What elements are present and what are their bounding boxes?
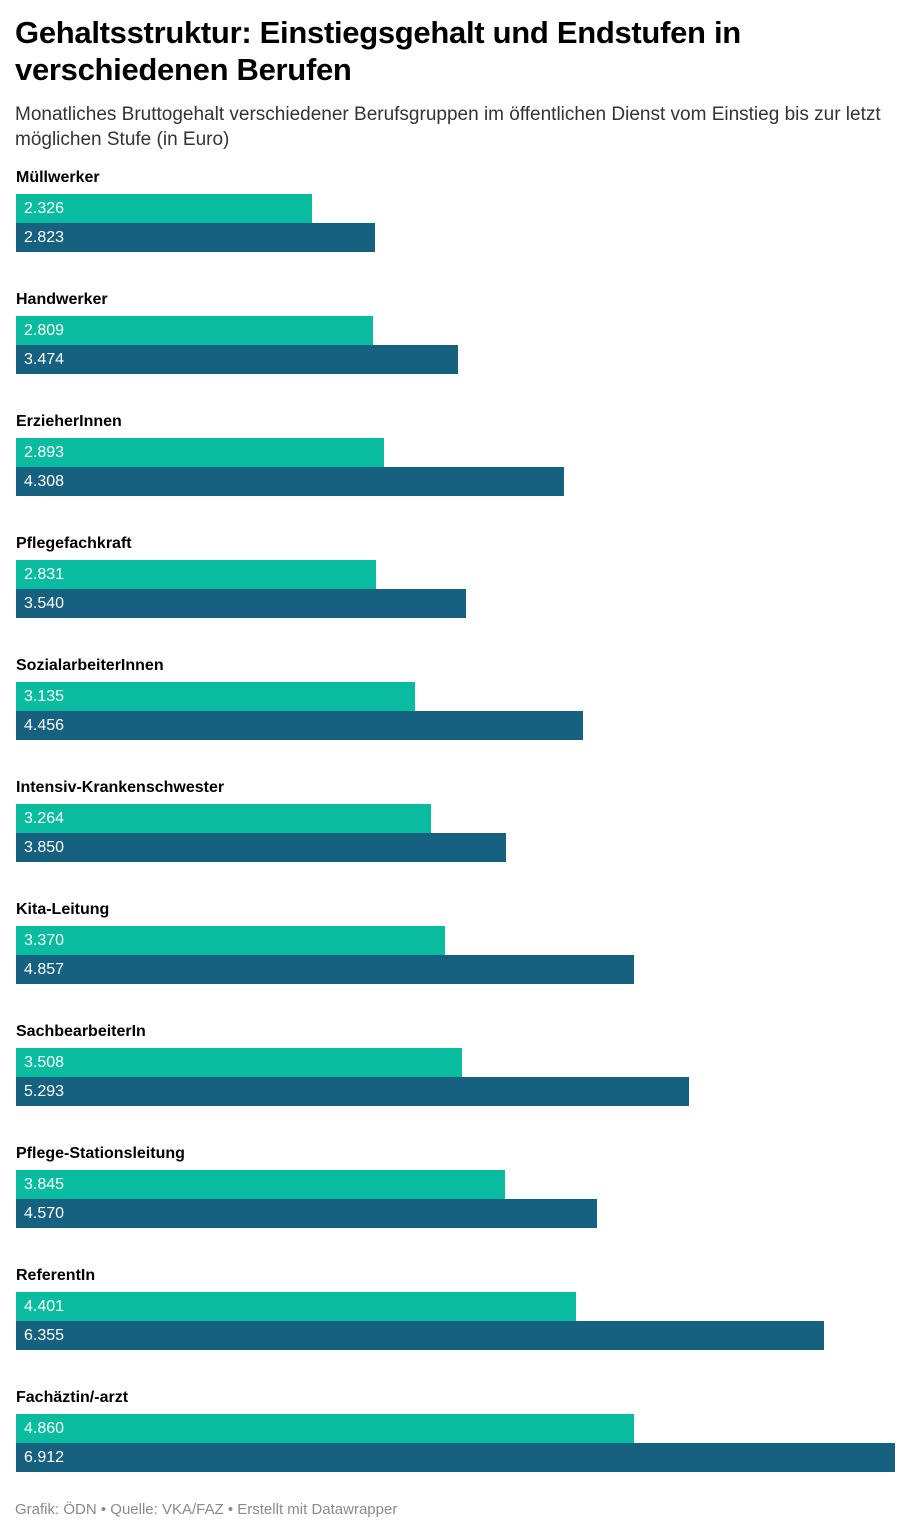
bar-start-salary: 3.135 bbox=[16, 682, 415, 711]
bar-end-salary: 4.456 bbox=[16, 711, 583, 740]
bar-end-salary: 6.912 bbox=[16, 1443, 895, 1472]
bar-value-label: 2.893 bbox=[24, 444, 65, 461]
bar-value-label: 2.831 bbox=[24, 566, 65, 583]
bar-value-label: 3.850 bbox=[24, 839, 65, 856]
footer-source: Quelle: VKA/FAZ bbox=[110, 1501, 224, 1518]
category-group: SachbearbeiterIn 3.508 5.293 bbox=[16, 1022, 896, 1122]
category-group: ErzieherInnen 2.893 4.308 bbox=[16, 412, 896, 512]
bar-end-salary: 3.474 bbox=[16, 345, 458, 374]
bar-end-salary: 2.823 bbox=[16, 223, 375, 252]
bar-start-salary: 4.860 bbox=[16, 1414, 634, 1443]
bar-value-label: 3.845 bbox=[24, 1176, 65, 1193]
footer-separator: • bbox=[223, 1501, 238, 1518]
chart-footer: Grafik: ÖDN • Quelle: VKA/FAZ • Erstellt… bbox=[15, 1501, 397, 1518]
bar-start-salary: 2.809 bbox=[16, 316, 373, 345]
category-group: Fachäztin/-arzt 4.860 6.912 bbox=[16, 1388, 896, 1488]
bar-start-salary: 2.893 bbox=[16, 438, 384, 467]
bar-start-salary: 3.264 bbox=[16, 804, 431, 833]
bar-value-label: 6.355 bbox=[24, 1327, 65, 1344]
bar-start-salary: 2.831 bbox=[16, 560, 376, 589]
bar-value-label: 4.308 bbox=[24, 473, 65, 490]
bar-end-salary: 4.570 bbox=[16, 1199, 597, 1228]
bar-end-salary: 5.293 bbox=[16, 1077, 689, 1106]
bar-value-label: 3.508 bbox=[24, 1054, 65, 1071]
bar-end-salary: 4.857 bbox=[16, 955, 634, 984]
category-label: Handwerker bbox=[16, 291, 108, 308]
bar-value-label: 2.809 bbox=[24, 322, 65, 339]
bar-value-label: 5.293 bbox=[24, 1083, 65, 1100]
category-label: Müllwerker bbox=[16, 169, 100, 186]
category-group: ReferentIn 4.401 6.355 bbox=[16, 1266, 896, 1366]
category-group: Handwerker 2.809 3.474 bbox=[16, 290, 896, 390]
category-label: Intensiv-Krankenschwester bbox=[16, 779, 225, 796]
bar-value-label: 6.912 bbox=[24, 1449, 65, 1466]
bar-value-label: 2.326 bbox=[24, 200, 65, 217]
bar-end-salary: 3.850 bbox=[16, 833, 506, 862]
category-group: Müllwerker 2.326 2.823 bbox=[16, 168, 896, 268]
bar-value-label: 4.857 bbox=[24, 961, 65, 978]
bar-value-label: 3.135 bbox=[24, 688, 65, 705]
category-label: ReferentIn bbox=[16, 1267, 96, 1284]
bar-start-salary: 2.326 bbox=[16, 194, 312, 223]
chart-title: Gehaltsstruktur: Einstiegsgehalt und End… bbox=[15, 15, 741, 87]
bar-value-label: 2.823 bbox=[24, 229, 65, 246]
bar-end-salary: 4.308 bbox=[16, 467, 564, 496]
bar-start-salary: 3.845 bbox=[16, 1170, 505, 1199]
category-label: Fachäztin/-arzt bbox=[16, 1389, 129, 1406]
category-group: SozialarbeiterInnen 3.135 4.456 bbox=[16, 656, 896, 756]
category-label: SachbearbeiterIn bbox=[16, 1023, 146, 1040]
footer-separator: • bbox=[96, 1501, 111, 1518]
bar-value-label: 3.474 bbox=[24, 351, 65, 368]
category-label: Pflegefachkraft bbox=[16, 535, 132, 552]
category-label: SozialarbeiterInnen bbox=[16, 657, 164, 674]
bar-value-label: 4.456 bbox=[24, 717, 65, 734]
category-label: ErzieherInnen bbox=[16, 413, 122, 430]
bar-value-label: 4.401 bbox=[24, 1298, 65, 1315]
bar-value-label: 4.860 bbox=[24, 1420, 65, 1437]
footer-credit: Grafik: ÖDN bbox=[15, 1501, 97, 1518]
bar-value-label: 3.264 bbox=[24, 810, 65, 827]
bar-end-salary: 3.540 bbox=[16, 589, 466, 618]
footer-datawrapper-link[interactable]: Erstellt mit Datawrapper bbox=[237, 1501, 398, 1518]
bar-end-salary: 6.355 bbox=[16, 1321, 824, 1350]
bar-value-label: 4.570 bbox=[24, 1205, 65, 1222]
category-group: Kita-Leitung 3.370 4.857 bbox=[16, 900, 896, 1000]
category-group: Pflegefachkraft 2.831 3.540 bbox=[16, 534, 896, 634]
category-group: Pflege-Stationsleitung 3.845 4.570 bbox=[16, 1144, 896, 1244]
bar-start-salary: 3.370 bbox=[16, 926, 445, 955]
bar-start-salary: 3.508 bbox=[16, 1048, 462, 1077]
bar-value-label: 3.370 bbox=[24, 932, 65, 949]
category-label: Kita-Leitung bbox=[16, 901, 110, 918]
category-label: Pflege-Stationsleitung bbox=[16, 1145, 185, 1162]
category-group: Intensiv-Krankenschwester 3.264 3.850 bbox=[16, 778, 896, 878]
bar-start-salary: 4.401 bbox=[16, 1292, 576, 1321]
chart-subtitle: Monatliches Bruttogehalt verschiedener B… bbox=[15, 104, 881, 150]
bar-value-label: 3.540 bbox=[24, 595, 65, 612]
